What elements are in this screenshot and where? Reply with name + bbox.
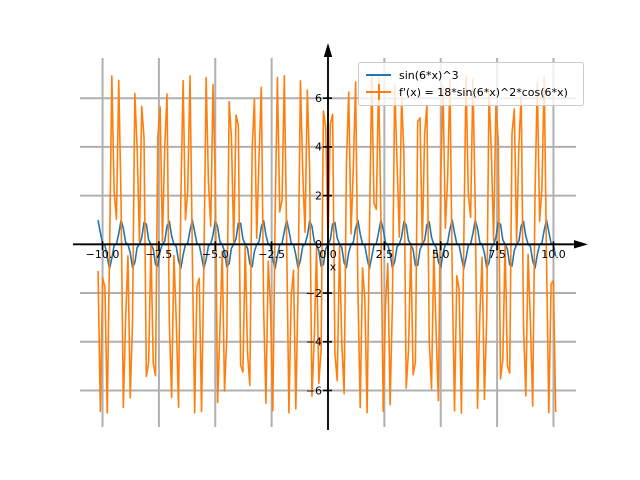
x-tick-label: 5.0 bbox=[432, 248, 450, 261]
x-tick-label: −5.0 bbox=[202, 248, 229, 261]
legend-item-sin: sin(6*x)^3 bbox=[366, 67, 576, 83]
y-tick-label: −4 bbox=[306, 336, 322, 349]
y-tick-label: 0 bbox=[315, 238, 322, 251]
legend-item-derivative: f'(x) = 18*sin(6*x)^2*cos(6*x) bbox=[366, 84, 576, 100]
x-tick-label: 0.0 bbox=[319, 248, 337, 261]
y-tick-label: 6 bbox=[315, 92, 322, 105]
x-tick-label: 7.5 bbox=[488, 248, 506, 261]
x-tick-label: 2.5 bbox=[376, 248, 394, 261]
legend: sin(6*x)^3 f'(x) = 18*sin(6*x)^2*cos(6*x… bbox=[358, 62, 584, 106]
tick-marks bbox=[101, 97, 555, 392]
x-tick-label: −2.5 bbox=[258, 248, 285, 261]
legend-label-derivative: f'(x) = 18*sin(6*x)^2*cos(6*x) bbox=[399, 85, 568, 99]
y-tick-label: −6 bbox=[306, 384, 322, 397]
x-axis-arrow bbox=[574, 240, 588, 249]
y-tick-label: −2 bbox=[306, 287, 322, 300]
y-tick-label: 2 bbox=[315, 189, 322, 202]
x-tick-label: 10.0 bbox=[541, 248, 566, 261]
y-tick-label: 4 bbox=[315, 141, 322, 154]
y-axis-arrow bbox=[323, 43, 333, 57]
x-tick-label: −7.5 bbox=[146, 248, 173, 261]
curve-dsin3 bbox=[97, 74, 557, 414]
legend-label-sin: sin(6*x)^3 bbox=[399, 68, 459, 82]
x-tick-label: −10.0 bbox=[86, 248, 120, 261]
legend-errorbar-sample-orange bbox=[366, 84, 391, 100]
legend-line-sample-blue bbox=[366, 67, 391, 83]
tick-labels: −10.0 −7.5 −5.0 −2.5 0.0 2.5 5.0 7.5 10.0 6 4 2 0 −2 −… bbox=[86, 92, 566, 397]
x-axis-label: x bbox=[330, 260, 337, 273]
